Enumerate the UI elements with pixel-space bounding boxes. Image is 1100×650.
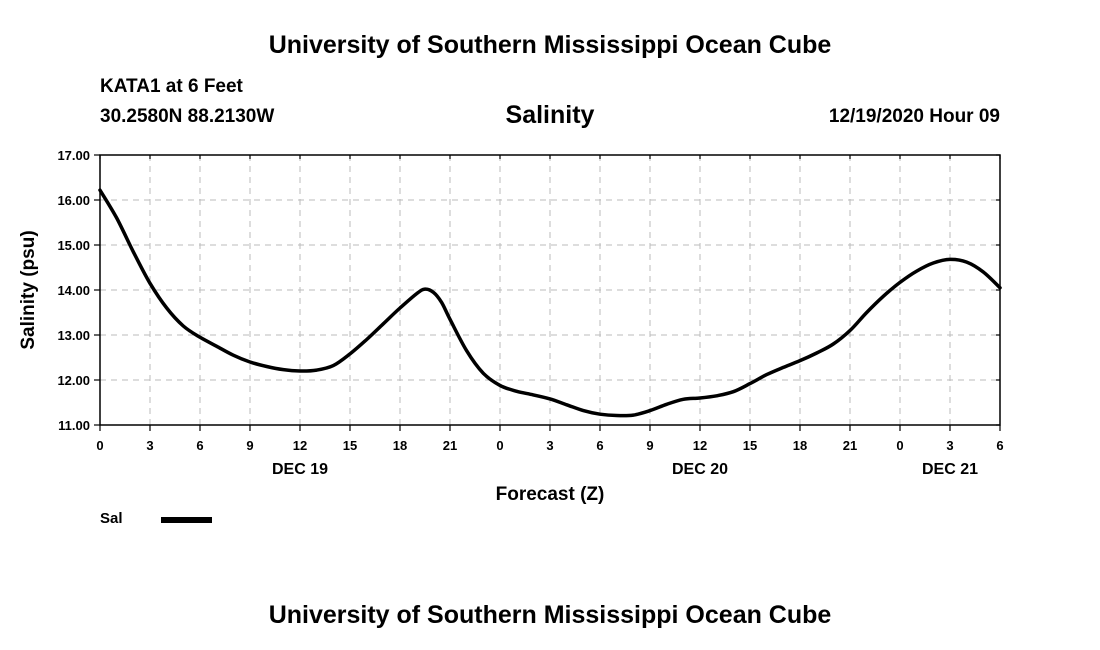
- coordinates-label: 30.2580N 88.2130W: [100, 106, 275, 127]
- x-tick-label: 0: [896, 438, 903, 453]
- x-tick-label: 0: [96, 438, 103, 453]
- x-tick-label: 15: [743, 438, 757, 453]
- y-tick-label: 12.00: [57, 373, 90, 388]
- chart-grid: [100, 155, 1000, 425]
- day-label: DEC 21: [922, 461, 978, 478]
- x-tick-label: 6: [996, 438, 1003, 453]
- datetime-label: 12/19/2020 Hour 09: [828, 106, 1000, 127]
- y-tick-label: 17.00: [57, 148, 90, 163]
- x-tick-label: 6: [596, 438, 603, 453]
- x-tick-label: 18: [393, 438, 407, 453]
- chart-title: Salinity: [505, 101, 595, 129]
- x-tick-label: 3: [146, 438, 153, 453]
- x-axis-label: Forecast (Z): [496, 484, 605, 505]
- y-tick-label: 11.00: [58, 418, 90, 433]
- x-tick-label: 9: [646, 438, 653, 453]
- series-line-sal: [98, 188, 1002, 418]
- x-tick-label: 15: [343, 438, 357, 453]
- x-tick-label: 6: [196, 438, 203, 453]
- y-tick-label: 13.00: [57, 328, 90, 343]
- day-label: DEC 20: [672, 461, 728, 478]
- x-tick-label: 21: [843, 438, 857, 453]
- y-tick-label: 16.00: [57, 193, 90, 208]
- x-tick-label: 3: [946, 438, 953, 453]
- x-tick-label: 12: [693, 438, 707, 453]
- legend-label: Sal: [100, 510, 123, 527]
- x-tick-label: 18: [793, 438, 807, 453]
- axis-ticks: 0 3 6 9 12 15 18 21 0 3 6 9 12 15 18 21 0 3 6 11.00 12.00 13.…: [57, 148, 1003, 478]
- top-title: University of Southern Mississippi Ocean…: [268, 31, 832, 59]
- day-label: DEC 19: [272, 461, 328, 478]
- x-tick-label: 9: [246, 438, 253, 453]
- x-tick-label: 12: [293, 438, 307, 453]
- bottom-title: University of Southern Mississippi Ocean…: [268, 601, 832, 629]
- x-tick-label: 3: [546, 438, 553, 453]
- y-tick-label: 14.00: [57, 283, 90, 298]
- series-group: [98, 188, 1002, 418]
- y-tick-label: 15.00: [57, 238, 90, 253]
- station-label: KATA1 at 6 Feet: [100, 76, 243, 97]
- x-tick-label: 21: [443, 438, 457, 453]
- x-tick-label: 0: [496, 438, 503, 453]
- y-axis-label: Salinity (psu): [18, 230, 39, 349]
